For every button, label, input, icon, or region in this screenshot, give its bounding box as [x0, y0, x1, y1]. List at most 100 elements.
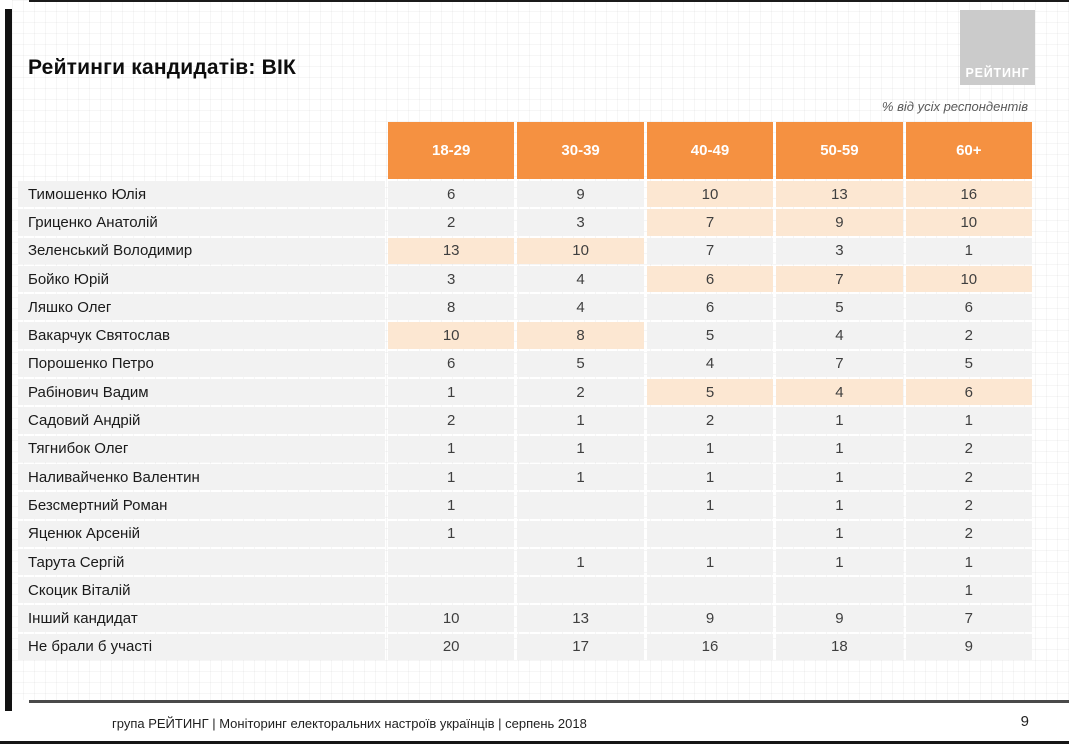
value-cell: [517, 520, 644, 547]
value-cell: 1: [905, 407, 1032, 434]
value-cell: [646, 520, 774, 547]
value-cell: 1: [905, 577, 1032, 604]
age-column-header: 18-29: [388, 122, 515, 179]
value-cell: 8: [517, 322, 644, 349]
value-cell: 4: [646, 350, 774, 378]
value-cell: 5: [517, 350, 644, 378]
value-cell: 9: [776, 605, 903, 632]
rating-group-logo: РЕЙТИНГ: [960, 10, 1035, 85]
value-cell: 6: [646, 265, 774, 293]
candidate-name-cell: Порошенко Петро: [18, 350, 385, 378]
value-cell: 9: [776, 209, 903, 236]
value-cell: 2: [905, 322, 1032, 349]
value-cell: 16: [646, 633, 774, 661]
candidate-name-cell: Гриценко Анатолій: [18, 209, 385, 236]
value-cell: [517, 577, 644, 604]
value-cell: 1: [776, 520, 903, 547]
respondents-note: % від усіх респондентів: [881, 99, 1028, 114]
slide-left-edge: [5, 9, 12, 711]
value-cell: 10: [905, 265, 1032, 293]
value-cell: 13: [517, 605, 644, 632]
ratings-table: 18-29 30-39 40-49 50-59 60+ Тимошенко Юлія 6 9 1…: [18, 122, 1032, 661]
value-cell: 7: [776, 350, 903, 378]
value-cell: 10: [388, 605, 515, 632]
candidate-name-cell: Тягнибок Олег: [18, 435, 385, 462]
value-cell: 1: [517, 463, 644, 491]
value-cell: 1: [646, 463, 774, 491]
value-cell: 10: [517, 237, 644, 264]
value-cell: 2: [388, 407, 515, 434]
candidate-name-cell: Садовий Андрій: [18, 407, 385, 434]
rating-logo-text: РЕЙТИНГ: [965, 66, 1030, 80]
screenshot-bottom-line: [0, 741, 1069, 744]
candidate-name-cell: Безсмертний Роман: [18, 492, 385, 519]
value-cell: 2: [517, 379, 644, 406]
value-cell: 3: [388, 265, 515, 293]
value-cell: 5: [905, 350, 1032, 378]
value-cell: 10: [905, 209, 1032, 236]
value-cell: 16: [905, 181, 1032, 208]
candidate-name-cell: Інший кандидат: [18, 605, 385, 632]
value-cell: 1: [776, 435, 903, 462]
value-cell: 2: [905, 435, 1032, 462]
value-cell: 7: [646, 237, 774, 264]
value-cell: 17: [517, 633, 644, 661]
candidate-name-cell: Наливайченко Валентин: [18, 463, 385, 491]
value-cell: [388, 548, 515, 576]
age-column-header: 40-49: [646, 122, 774, 179]
age-column-header: 60+: [905, 122, 1032, 179]
value-cell: 1: [388, 463, 515, 491]
value-cell: 6: [388, 181, 515, 208]
candidate-name-cell: Тарута Сергій: [18, 548, 385, 576]
value-cell: 1: [776, 548, 903, 576]
footer-text: група РЕЙТИНГ | Моніторинг електоральних…: [112, 716, 587, 731]
value-cell: 8: [388, 294, 515, 321]
value-cell: 3: [776, 237, 903, 264]
value-cell: 1: [776, 492, 903, 519]
value-cell: 3: [517, 209, 644, 236]
value-cell: 1: [517, 407, 644, 434]
value-cell: 1: [646, 492, 774, 519]
value-cell: 1: [905, 548, 1032, 576]
candidate-name-cell: Скоцик Віталій: [18, 577, 385, 604]
header-spacer: [18, 122, 385, 179]
value-cell: [388, 577, 515, 604]
age-column-header: 50-59: [776, 122, 903, 179]
candidate-name-cell: Рабінович Вадим: [18, 379, 385, 406]
value-cell: 6: [388, 350, 515, 378]
value-cell: 4: [776, 379, 903, 406]
value-cell: 1: [517, 435, 644, 462]
value-cell: 2: [905, 463, 1032, 491]
candidate-name-cell: Зеленський Володимир: [18, 237, 385, 264]
value-cell: 1: [388, 435, 515, 462]
page-number: 9: [1020, 713, 1029, 730]
value-cell: 5: [646, 379, 774, 406]
value-cell: 4: [517, 265, 644, 293]
value-cell: 4: [776, 322, 903, 349]
value-cell: 1: [646, 548, 774, 576]
value-cell: 5: [776, 294, 903, 321]
page-title: Рейтинги кандидатів: ВІК: [28, 56, 297, 79]
value-cell: 6: [905, 379, 1032, 406]
value-cell: 6: [905, 294, 1032, 321]
value-cell: 1: [388, 492, 515, 519]
value-cell: 1: [776, 407, 903, 434]
value-cell: 20: [388, 633, 515, 661]
candidate-name-cell: Ляшко Олег: [18, 294, 385, 321]
value-cell: 1: [517, 548, 644, 576]
value-cell: 2: [388, 209, 515, 236]
value-cell: 1: [905, 237, 1032, 264]
value-cell: 1: [388, 379, 515, 406]
value-cell: 1: [646, 435, 774, 462]
value-cell: 7: [776, 265, 903, 293]
candidate-name-cell: Бойко Юрій: [18, 265, 385, 293]
value-cell: 9: [517, 181, 644, 208]
value-cell: 2: [905, 520, 1032, 547]
candidate-name-cell: Не брали б участі: [18, 633, 385, 661]
candidate-name-cell: Тимошенко Юлія: [18, 181, 385, 208]
value-cell: 7: [905, 605, 1032, 632]
value-cell: 2: [905, 492, 1032, 519]
value-cell: 2: [646, 407, 774, 434]
value-cell: [646, 577, 774, 604]
value-cell: 5: [646, 322, 774, 349]
